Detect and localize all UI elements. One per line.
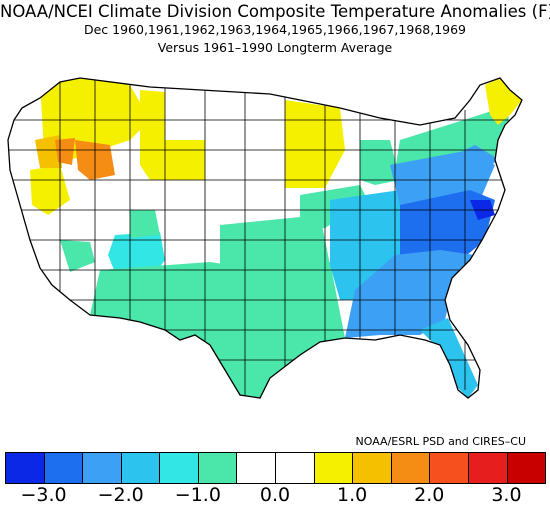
color-swatch: [237, 453, 277, 483]
color-scale-bar: [5, 452, 547, 484]
color-scale-tick-label: 3.0: [491, 484, 522, 506]
color-swatch: [198, 453, 238, 483]
color-swatch: [314, 453, 354, 483]
division-boundaries: [8, 80, 522, 395]
color-swatch: [44, 453, 84, 483]
data-credit: NOAA/ESRL PSD and CIRES–CU: [355, 435, 526, 448]
region-oregon-central: [55, 138, 75, 165]
region-oregon-interior: [35, 135, 62, 168]
region-wyoming-north: [140, 140, 205, 180]
color-swatch: [353, 453, 392, 483]
region-utah-south: [130, 210, 160, 238]
region-pennsylvania: [445, 145, 500, 175]
map-title: NOAA/NCEI Climate Division Composite Tem…: [0, 2, 550, 21]
region-florida: [420, 318, 478, 398]
region-montana-west: [140, 90, 165, 140]
color-swatch: [276, 453, 315, 483]
color-swatch: [83, 453, 122, 483]
color-scale-tick-label: −1.0: [174, 484, 221, 506]
color-swatch: [391, 453, 431, 483]
color-scale-tick-label: −3.0: [20, 484, 67, 506]
color-scale-tick-label: 1.0: [337, 484, 368, 506]
color-swatch: [430, 453, 469, 483]
region-maine: [485, 78, 522, 125]
color-scale-tick-label: 2.0: [414, 484, 445, 506]
region-minnesota: [285, 100, 345, 188]
map-subtitle-base-period: Versus 1961–1990 Longterm Average: [157, 40, 393, 55]
region-southeast: [345, 250, 475, 338]
region-michigan: [360, 140, 400, 185]
color-swatch: [468, 453, 508, 483]
color-scale-tick-label: −2.0: [97, 484, 144, 506]
color-swatch: [6, 453, 45, 483]
color-scale-tick-label: 0.0: [259, 484, 291, 506]
region-nevada-south: [60, 240, 95, 272]
color-swatch: [121, 453, 161, 483]
color-swatch: [507, 453, 547, 483]
color-swatch: [160, 453, 199, 483]
anomaly-regions: [8, 78, 522, 398]
map-subtitle: Dec 1960,1961,1962,1963,1964,1965,1966,1…: [83, 22, 467, 37]
